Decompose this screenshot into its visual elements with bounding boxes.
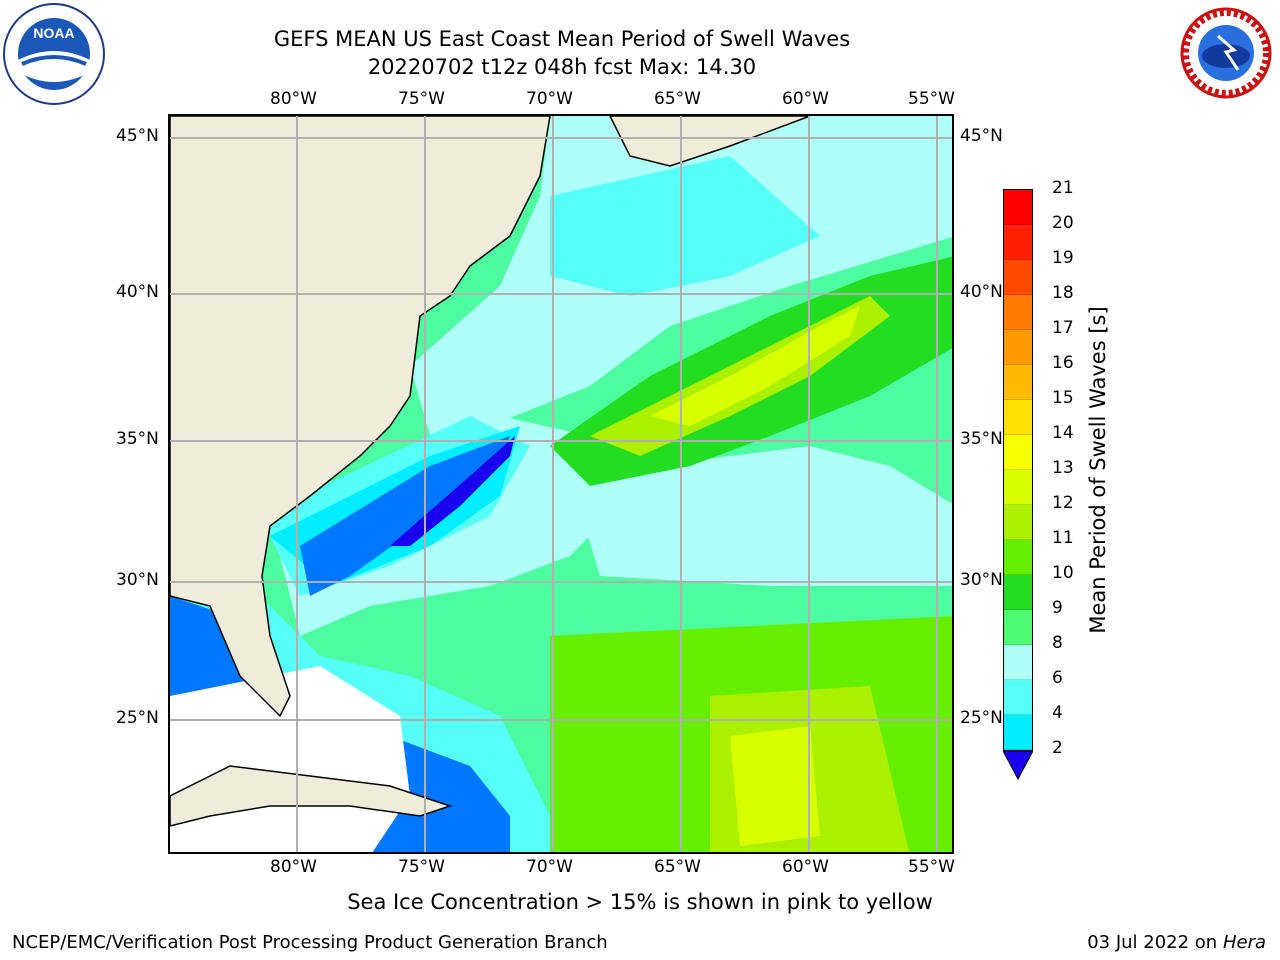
lat-tick-right: 40°N — [960, 282, 1003, 302]
land-usa — [170, 116, 551, 718]
footer-date: 03 Jul 2022 on Hera — [1087, 932, 1266, 953]
lon-tick-top: 55°W — [908, 89, 955, 109]
lon-tick-top: 60°W — [782, 89, 829, 109]
lat-tick-right: 35°N — [960, 429, 1003, 449]
lon-tick-bottom: 70°W — [526, 857, 573, 877]
colorbar-tick-label: 6 — [1052, 668, 1063, 688]
colorbar-bin — [1004, 225, 1032, 260]
footer-host: Hera — [1222, 932, 1266, 953]
colorbar-bin — [1004, 400, 1032, 435]
noaa-logo-text: NOAA — [33, 25, 74, 41]
colorbar — [1003, 189, 1033, 751]
lat-tick-left: 45°N — [116, 126, 159, 146]
colorbar-tick-label: 12 — [1052, 493, 1074, 513]
chart-subtitle: 20220702 t12z 048h fcst Max: 14.30 — [367, 55, 757, 79]
colorbar-tick-label: 17 — [1052, 318, 1074, 338]
field-yellow-ridge — [650, 306, 860, 426]
lon-tick-bottom: 80°W — [270, 857, 317, 877]
lat-tick-right: 25°N — [960, 708, 1003, 728]
sea-ice-note: Sea Ice Concentration > 15% is shown in … — [347, 890, 933, 914]
colorbar-tick-label: 13 — [1052, 458, 1074, 478]
colorbar-bin — [1004, 190, 1032, 225]
lat-tick-right: 30°N — [960, 570, 1003, 590]
colorbar-tick-label: 21 — [1052, 178, 1074, 198]
colorbar-under-arrow — [1003, 751, 1033, 781]
swell-period-map — [168, 114, 954, 854]
lon-tick-bottom: 60°W — [782, 857, 829, 877]
colorbar-bin — [1004, 575, 1032, 610]
lon-tick-top: 75°W — [398, 89, 445, 109]
colorbar-bin — [1004, 715, 1032, 750]
colorbar-tick-label: 20 — [1052, 213, 1074, 233]
nws-logo-icon — [1174, 6, 1278, 104]
lon-tick-bottom: 55°W — [908, 857, 955, 877]
colorbar-tick-label: 11 — [1052, 528, 1074, 548]
footer-branch: NCEP/EMC/Verification Post Processing Pr… — [12, 932, 608, 953]
colorbar-bin — [1004, 540, 1032, 575]
colorbar-tick-label: 4 — [1052, 703, 1063, 723]
map-field — [170, 116, 952, 852]
colorbar-bin — [1004, 645, 1032, 680]
field-cyan-north — [550, 156, 820, 296]
lat-tick-left: 30°N — [116, 570, 159, 590]
lat-tick-right: 45°N — [960, 126, 1003, 146]
colorbar-tick-label: 8 — [1052, 633, 1063, 653]
colorbar-tick-label: 9 — [1052, 598, 1063, 618]
colorbar-title: Mean Period of Swell Waves [s] — [1086, 306, 1110, 634]
field-blue — [300, 436, 510, 596]
colorbar-bin — [1004, 295, 1032, 330]
colorbar-tick-label: 14 — [1052, 423, 1074, 443]
land-canada — [609, 116, 811, 167]
colorbar-bin — [1004, 365, 1032, 400]
land-cuba — [170, 765, 453, 827]
colorbar-bin — [1004, 470, 1032, 505]
colorbar-bin — [1004, 435, 1032, 470]
lat-tick-left: 25°N — [116, 708, 159, 728]
colorbar-tick-label: 16 — [1052, 353, 1074, 373]
colorbar-tick-label: 15 — [1052, 388, 1074, 408]
colorbar-tick-label: 2 — [1052, 738, 1063, 758]
lon-tick-bottom: 75°W — [398, 857, 445, 877]
field-light-cyan-center — [570, 446, 952, 586]
colorbar-bin — [1004, 610, 1032, 645]
colorbar-bin — [1004, 260, 1032, 295]
colorbar-bin — [1004, 680, 1032, 715]
colorbar-bin — [1004, 330, 1032, 365]
colorbar-tick-label: 19 — [1052, 248, 1074, 268]
lat-tick-left: 40°N — [116, 282, 159, 302]
grid-lines — [170, 116, 952, 852]
noaa-logo-icon: NOAA — [2, 2, 106, 110]
colorbar-tick-label: 10 — [1052, 563, 1074, 583]
field-yellow-south — [730, 726, 820, 846]
lon-tick-top: 70°W — [526, 89, 573, 109]
lon-tick-top: 65°W — [654, 89, 701, 109]
chart-title: GEFS MEAN US East Coast Mean Period of S… — [273, 27, 851, 51]
lon-tick-bottom: 65°W — [654, 857, 701, 877]
lon-tick-top: 80°W — [270, 89, 317, 109]
colorbar-tick-label: 18 — [1052, 283, 1074, 303]
lat-tick-left: 35°N — [116, 429, 159, 449]
colorbar-bin — [1004, 505, 1032, 540]
